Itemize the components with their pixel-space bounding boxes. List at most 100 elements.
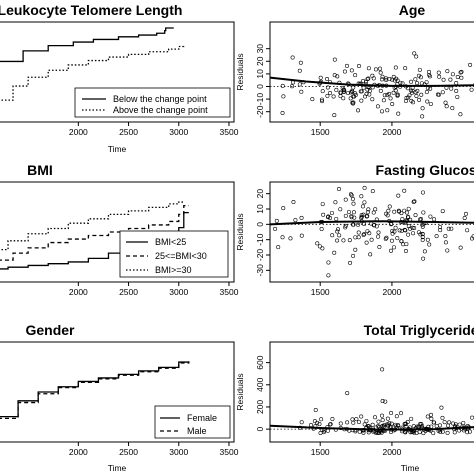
data-point	[380, 399, 385, 404]
y-tick-label: -30	[255, 264, 265, 277]
plot-frame-age	[269, 21, 474, 123]
data-point	[330, 417, 335, 422]
data-point	[406, 232, 411, 237]
data-point	[354, 417, 359, 422]
data-point	[414, 94, 419, 99]
data-point	[349, 215, 354, 220]
x-axis-telomere: 2000 2500 3000 3500	[69, 122, 239, 137]
data-point	[364, 240, 369, 245]
data-point	[345, 90, 350, 95]
data-point	[369, 237, 374, 242]
series-line-p3-1	[0, 204, 189, 261]
legend-box-bmi	[119, 230, 229, 278]
data-point	[451, 421, 456, 426]
plot-frame-triglycerides	[269, 341, 474, 443]
data-point	[281, 94, 286, 99]
x-tick-label: 3500	[220, 287, 239, 297]
data-point	[404, 210, 409, 215]
data-point	[309, 422, 314, 427]
data-point	[382, 423, 387, 428]
data-point	[362, 232, 367, 237]
data-point	[288, 236, 293, 241]
y-tick-label: 400	[255, 377, 265, 391]
data-point	[373, 67, 378, 72]
panel-glucose: Fasting Glucose 1500 2000 -30 -20 -10 0 10 20 R…	[235, 162, 474, 297]
data-point	[367, 231, 372, 236]
data-point	[406, 206, 411, 211]
data-point	[380, 109, 385, 114]
data-point	[310, 97, 315, 102]
data-point	[353, 235, 358, 240]
data-point	[446, 226, 451, 231]
data-point	[341, 238, 346, 243]
legend-box-telomere	[74, 87, 231, 118]
data-point	[424, 80, 429, 85]
data-point	[342, 89, 347, 94]
panel-title-glucose: Fasting Glucose	[376, 162, 474, 178]
data-point	[391, 74, 396, 79]
data-point	[440, 209, 445, 214]
data-point	[417, 67, 422, 72]
y-tick-label: -20	[255, 105, 265, 118]
data-point	[336, 187, 341, 192]
data-point	[361, 430, 366, 435]
data-point	[406, 215, 411, 220]
data-point	[359, 215, 364, 220]
data-point	[367, 88, 372, 93]
smooth-curve	[269, 76, 474, 87]
data-point	[461, 428, 466, 433]
plot-frame-telomere	[0, 21, 235, 123]
data-point	[407, 93, 412, 98]
data-point	[431, 420, 436, 425]
data-point	[290, 84, 295, 89]
legend-gender: Female Male	[154, 405, 231, 439]
data-point	[376, 419, 381, 424]
data-point	[461, 420, 466, 425]
data-point	[325, 428, 330, 433]
data-point	[328, 90, 333, 95]
data-point	[380, 77, 385, 82]
data-point	[392, 78, 397, 83]
data-point	[409, 79, 414, 84]
data-point	[373, 415, 378, 420]
data-point	[365, 229, 370, 234]
data-point	[389, 411, 394, 416]
data-point	[412, 51, 417, 56]
data-point	[359, 414, 364, 419]
panel-title-telomere: Leukocyte Telomere Length	[0, 2, 182, 18]
data-point	[326, 273, 331, 278]
data-point	[405, 420, 410, 425]
x-tick-label: 1500	[311, 447, 330, 457]
data-point	[345, 420, 350, 425]
data-point	[338, 207, 343, 212]
data-point	[427, 242, 432, 247]
y-tick-label: -10	[255, 233, 265, 246]
y-axis-label-age: Residuals	[235, 53, 245, 90]
data-point	[391, 245, 396, 250]
data-point	[442, 420, 447, 425]
data-point	[410, 100, 415, 105]
x-axis-gender: 2000 2500 3000 3500	[69, 442, 239, 457]
data-point	[383, 399, 388, 404]
data-point	[378, 70, 383, 75]
data-point	[365, 210, 370, 215]
data-point	[351, 420, 356, 425]
data-point	[325, 77, 330, 82]
data-point	[376, 230, 381, 235]
data-point	[459, 75, 464, 80]
data-point	[280, 83, 285, 88]
x-tick-label: 2000	[69, 447, 88, 457]
series-group-gender	[0, 361, 190, 420]
data-point	[438, 225, 443, 230]
data-point	[387, 77, 392, 82]
x-tick-label: 2000	[382, 127, 401, 137]
data-point	[356, 63, 361, 68]
data-point	[413, 213, 418, 218]
data-point	[385, 213, 390, 218]
data-point	[351, 222, 356, 227]
data-point	[364, 214, 369, 219]
data-point	[389, 421, 394, 426]
data-point	[320, 202, 325, 207]
data-point	[390, 102, 395, 107]
legend-label-bmi-ge30: BMI>=30	[155, 265, 192, 275]
